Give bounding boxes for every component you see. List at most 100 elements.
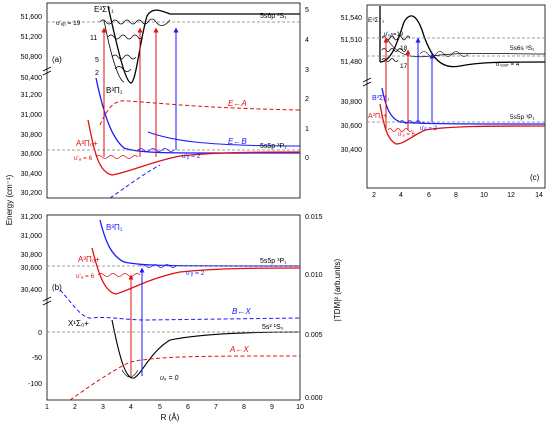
xtick-10: 10 — [296, 404, 304, 411]
c-xtick-2: 2 — [372, 192, 376, 199]
panel-b-letter: (b) — [52, 283, 62, 292]
panel-b-yticks: 31,200 31,000 30,800 30,600 30,400 0 -50… — [21, 214, 43, 388]
rtick-a-5: 5 — [305, 7, 309, 14]
label-asym-b-a: 5s5p ³P₁ — [260, 143, 287, 150]
ytick-a-30800: 30,800 — [21, 132, 43, 139]
ytick-c-30400: 30,400 — [341, 147, 363, 154]
panel-c-axis-break — [362, 77, 372, 87]
c-label-asym-e: 5s6s ³S₁ — [510, 45, 535, 52]
x-axis-label: R (Å) — [161, 413, 180, 422]
label-x-state: X¹Σ₀+ — [68, 319, 89, 328]
xtick-3: 3 — [101, 404, 105, 411]
ytick-b-30600: 30,600 — [21, 265, 43, 272]
xtick-9: 9 — [270, 404, 274, 411]
label-tdm-eb: E←B — [228, 137, 247, 146]
panel-c: E³Σ⁺₁ υ'ₑᵦ=19 18 17 υ'ₑₒᵤₜ = 4 5s6s ³S₁ … — [341, 4, 546, 199]
tdm-a-from-x-curve — [69, 355, 301, 401]
a-state-curve — [87, 119, 301, 176]
label-a-state-a: A³Π₀+ — [76, 139, 98, 148]
y-axis-label-energy: Energy (cm⁻¹) — [5, 174, 14, 225]
right-axis-label-tdm: |TDM|² (arb.units) — [333, 258, 342, 321]
ytick-b-0: 0 — [38, 330, 42, 337]
panel-c-yticks: 51,540 51,510 51,480 30,800 30,600 30,40… — [341, 15, 363, 154]
c-label-b-state: B³Σ⁺₁ — [372, 95, 390, 102]
panel-a-axis-break — [42, 66, 52, 76]
label-b-state-b: B³Π₁ — [106, 223, 123, 232]
c-e-state-curve — [379, 6, 546, 68]
panel-b-xticks: 1 2 3 4 5 6 7 8 9 10 — [45, 404, 304, 411]
panel-c-frame — [366, 4, 546, 189]
rtick-b-0000: 0.000 — [305, 395, 323, 402]
c-label-asym-b: 5s5p ³P₁ — [510, 114, 535, 121]
a-state-curve-b — [91, 247, 301, 295]
label-e-state: E³Σ⁺₁ — [94, 5, 114, 14]
ytick-a-31200: 31,200 — [21, 92, 43, 99]
c-label-level-e19: υ'ₑᵦ=19 — [384, 32, 404, 38]
c-e-wave-out — [419, 51, 469, 57]
label-v5: 5 — [95, 57, 99, 64]
c-label-vout: υ'ₑₒᵤₜ = 4 — [496, 62, 520, 68]
c-xtick-4: 4 — [399, 192, 403, 199]
e-wavefunction-11 — [107, 34, 143, 40]
ytick-a-51600: 51,600 — [21, 14, 43, 21]
label-level-e19: υ'ₑᵦ = 19 — [56, 20, 81, 27]
ytick-c-30800: 30,800 — [341, 99, 363, 106]
c-label-v17: 17 — [400, 63, 408, 70]
label-tdm-bx: B←X — [232, 307, 251, 316]
label-va-b: υ'ₐ = 6 — [76, 273, 95, 280]
e-wavefunction-5 — [111, 54, 137, 60]
panel-a: E³Σ⁺₁ υ'ₑᵦ = 19 11 5 2 5s6p ³S₁ (a) E←A … — [21, 2, 309, 199]
e-wavefunction-19 — [99, 18, 171, 26]
panel-a-frame — [46, 2, 301, 199]
c-e-state-thin — [387, 39, 546, 58]
ytick-c-51540: 51,540 — [341, 15, 363, 22]
c-label-va: υ'ₐ = 6 — [398, 132, 415, 138]
c-label-v18: 18 — [400, 45, 408, 52]
label-asym-x: 5s² ¹S₀ — [262, 324, 284, 331]
c-xtick-10: 10 — [480, 192, 488, 199]
ytick-b-m100: -100 — [28, 381, 42, 388]
rtick-a-1: 1 — [305, 126, 309, 133]
label-vx: υₓ = 0 — [160, 375, 178, 382]
ytick-c-51510: 51,510 — [341, 37, 363, 44]
label-va-a: υ'ₐ = 6 — [74, 155, 93, 162]
c-a-state-curve — [379, 103, 546, 145]
x-state-curve — [111, 319, 301, 379]
x-state-tail-a — [109, 164, 161, 199]
ytick-c-30600: 30,600 — [341, 123, 363, 130]
c-xtick-12: 12 — [507, 192, 515, 199]
e-state-curve-outer — [103, 19, 125, 83]
c-xtick-6: 6 — [427, 192, 431, 199]
label-v2: 2 — [95, 70, 99, 77]
rtick-b-0005: 0.005 — [305, 332, 323, 339]
ytick-a-30600: 30,600 — [21, 151, 43, 158]
panel-b-frame — [46, 214, 301, 401]
label-b-state-a: B³Π₁ — [106, 86, 123, 95]
ytick-a-30400: 30,400 — [21, 171, 43, 178]
c-e-wave-17 — [381, 58, 399, 62]
ytick-b-31200: 31,200 — [21, 214, 43, 221]
a-wavefunction-b — [97, 273, 141, 277]
xtick-8: 8 — [242, 404, 246, 411]
label-tdm-ea: E←A — [228, 99, 247, 108]
x-wavefunction — [121, 369, 139, 378]
b-state-curve — [95, 77, 301, 154]
label-tdm-ax: A←X — [229, 345, 249, 354]
label-vb-a: υ'ᵦ = 2 — [182, 153, 201, 160]
b-wavefunction-b — [139, 264, 177, 268]
label-vb-b: υ'ᵦ = 2 — [186, 270, 205, 277]
panel-b-right-ticks: 0.015 0.010 0.005 0.000 — [305, 214, 323, 402]
e-wavefunction-2 — [114, 66, 132, 72]
ytick-a-30200: 30,200 — [21, 190, 43, 197]
xtick-5: 5 — [158, 404, 162, 411]
tdm-b-from-x-curve — [59, 289, 301, 321]
panel-a-right-ticks: 5 4 3 2 1 0 — [305, 7, 309, 162]
label-v11: 11 — [90, 35, 97, 42]
ytick-c-51480: 51,480 — [341, 59, 363, 66]
xtick-4: 4 — [129, 404, 133, 411]
xtick-6: 6 — [186, 404, 190, 411]
ytick-b-m50: -50 — [32, 355, 42, 362]
c-label-e-state: E³Σ⁺₁ — [368, 17, 385, 24]
tdm-e-from-a-curve — [99, 100, 301, 126]
